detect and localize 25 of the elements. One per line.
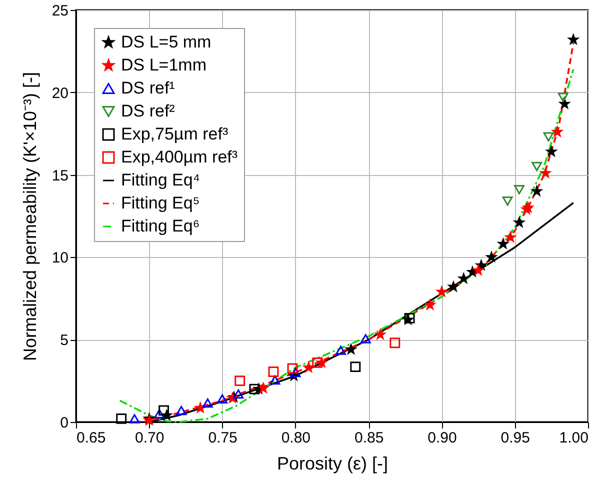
y-tick-label: 15 (52, 167, 68, 184)
x-tick-label: 0.80 (281, 430, 311, 446)
y-tick-label: 10 (52, 250, 68, 267)
legend-label: Exp,75µm ref³ (121, 124, 228, 144)
x-tick-label: 1.00 (559, 430, 588, 446)
y-tick-label: 5 (60, 332, 68, 350)
y-tick-label: 0 (60, 414, 68, 432)
legend-label: DS L=5 mm (121, 32, 212, 52)
legend-label: Fitting Eq⁵ (121, 194, 200, 212)
legend-label: Fitting Eq⁶ (121, 216, 200, 236)
x-tick-label: 0.70 (135, 430, 164, 446)
y-tick-label: 25 (52, 2, 68, 20)
y-axis-title: Normalized permeability (K'×10⁻³) [-] (20, 72, 40, 362)
x-tick-label: 0.65 (76, 430, 106, 446)
legend-label: Exp,400µm ref³ (121, 148, 238, 166)
legend-label: DS ref² (121, 102, 176, 120)
x-tick-label: 0.95 (500, 430, 530, 446)
x-tick-label: 0.75 (208, 430, 238, 446)
x-tick-label: 0.90 (428, 430, 457, 446)
x-tick-label: 0.85 (354, 430, 384, 446)
legend-label: Fitting Eq⁴ (121, 170, 200, 190)
x-axis-title: Porosity (ε) [-] (276, 454, 388, 474)
y-tick-label: 20 (52, 84, 68, 102)
legend-label: DS ref¹ (121, 78, 176, 98)
legend-label: DS L=1mm (121, 56, 206, 74)
